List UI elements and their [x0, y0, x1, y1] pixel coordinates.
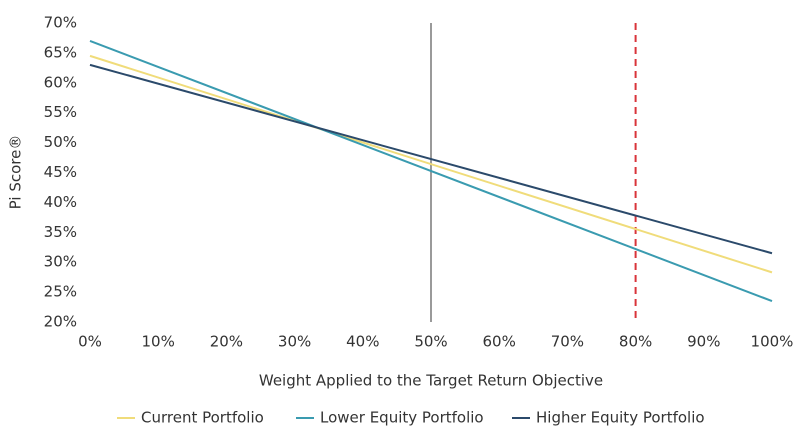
- y-tick-label: 65%: [44, 43, 77, 61]
- y-tick-label: 50%: [44, 133, 77, 151]
- y-tick-label: 60%: [44, 73, 77, 91]
- y-tick-label: 25%: [44, 283, 77, 301]
- y-tick-label: 70%: [44, 14, 77, 32]
- y-tick-label: 20%: [44, 313, 77, 331]
- x-axis-title: Weight Applied to the Target Return Obje…: [259, 372, 603, 390]
- y-tick-label: 30%: [44, 253, 77, 271]
- y-axis-title: Pi Score®: [7, 135, 25, 210]
- x-tick-label: 40%: [346, 333, 379, 351]
- x-tick-label: 70%: [551, 333, 584, 351]
- x-tick-label: 0%: [78, 333, 102, 351]
- y-tick-label: 40%: [44, 193, 77, 211]
- x-tick-label: 100%: [751, 333, 794, 351]
- legend-label: Current Portfolio: [141, 409, 264, 427]
- x-tick-label: 90%: [687, 333, 720, 351]
- series-line: [89, 54, 773, 274]
- legend-label: Higher Equity Portfolio: [536, 409, 705, 427]
- x-tick-label: 20%: [210, 333, 243, 351]
- y-tick-label: 35%: [44, 223, 77, 241]
- y-tick-label: 45%: [44, 163, 77, 181]
- x-tick-label: 30%: [278, 333, 311, 351]
- x-tick-label: 50%: [414, 333, 447, 351]
- legend-label: Lower Equity Portfolio: [320, 409, 484, 427]
- series-line: [89, 40, 773, 303]
- y-tick-label: 55%: [44, 103, 77, 121]
- x-tick-label: 80%: [619, 333, 652, 351]
- x-tick-label: 60%: [483, 333, 516, 351]
- series-line: [89, 63, 773, 255]
- x-tick-label: 10%: [142, 333, 175, 351]
